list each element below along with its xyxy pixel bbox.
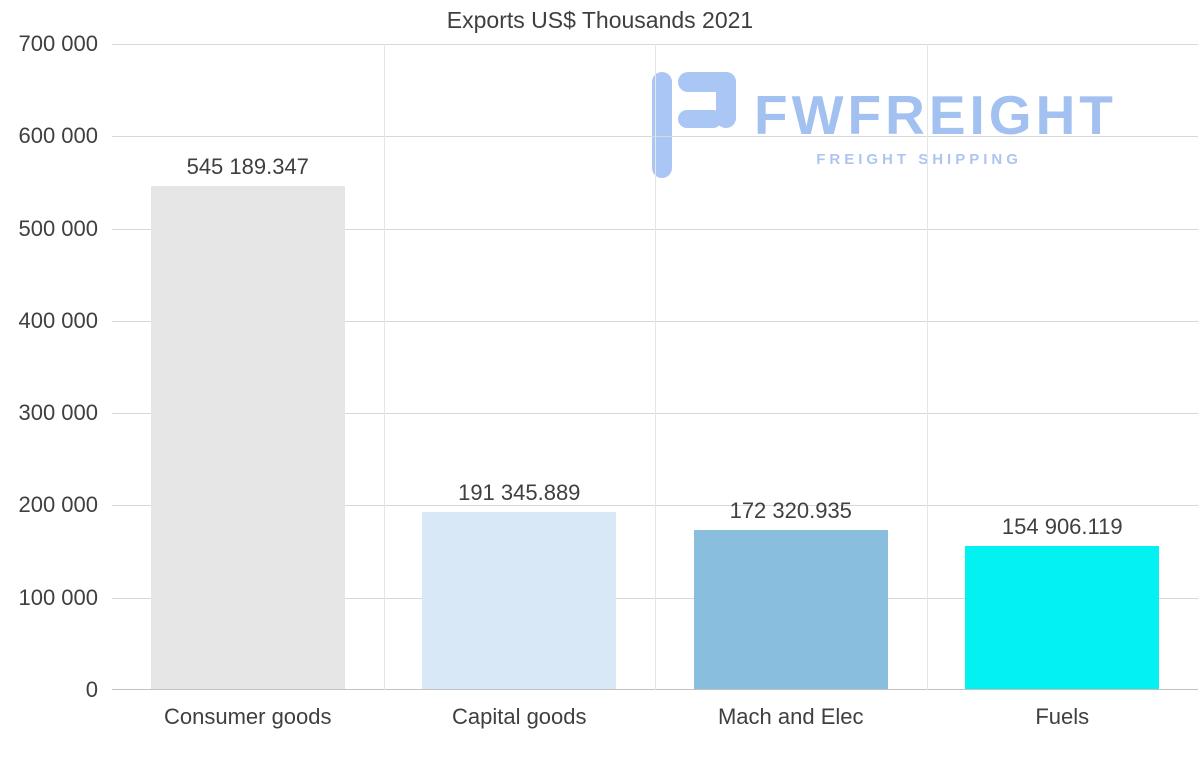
value-label-mach-and-elec: 172 320.935 bbox=[729, 498, 852, 523]
y-axis-tick-label: 600 000 bbox=[18, 123, 98, 149]
logo-name: FWFREIGHT bbox=[754, 84, 1117, 146]
value-label-capital-goods: 191 345.889 bbox=[458, 480, 581, 505]
x-axis-label-consumer-goods: Consumer goods bbox=[163, 704, 332, 729]
y-axis-tick-label: 300 000 bbox=[18, 400, 98, 426]
bar-capital-goods bbox=[422, 512, 617, 689]
value-label-fuels: 154 906.119 bbox=[1001, 514, 1123, 539]
x-axis-label-mach-and-elec: Mach and Elec bbox=[717, 704, 864, 729]
y-axis-tick-label: 0 bbox=[85, 677, 98, 702]
chart-title: Exports US$ Thousands 2021 bbox=[446, 7, 754, 33]
y-axis-tick-label: 500 000 bbox=[18, 215, 98, 241]
fwfreight-logo: FWFREIGHT FREIGHT SHIPPING bbox=[648, 66, 1117, 184]
y-axis-tick-label: 200 000 bbox=[18, 492, 98, 518]
bar-mach-and-elec bbox=[693, 530, 888, 689]
value-label-consumer-goods: 545 189.347 bbox=[186, 154, 309, 179]
gridline-x bbox=[384, 44, 385, 690]
bar-consumer-goods bbox=[150, 186, 345, 689]
y-axis-tick-label: 100 000 bbox=[18, 584, 98, 610]
logo-text-block: FWFREIGHT FREIGHT SHIPPING bbox=[754, 66, 1117, 169]
y-axis-tick-label: 400 000 bbox=[18, 307, 98, 333]
bar-fuels bbox=[965, 546, 1160, 689]
x-axis-label-fuels: Fuels bbox=[1035, 704, 1090, 729]
gridline-x bbox=[927, 44, 928, 690]
x-axis-label-capital-goods: Capital goods bbox=[451, 704, 587, 729]
y-axis-tick-label: 700 000 bbox=[18, 31, 98, 56]
gridline-x bbox=[655, 44, 656, 690]
chart-plot-area: 545 189.347 191 345.889 172 320.935 154 906… bbox=[112, 44, 1198, 690]
logo-tagline: FREIGHT SHIPPING bbox=[816, 151, 1022, 168]
fwfreight-f-icon bbox=[652, 72, 736, 178]
